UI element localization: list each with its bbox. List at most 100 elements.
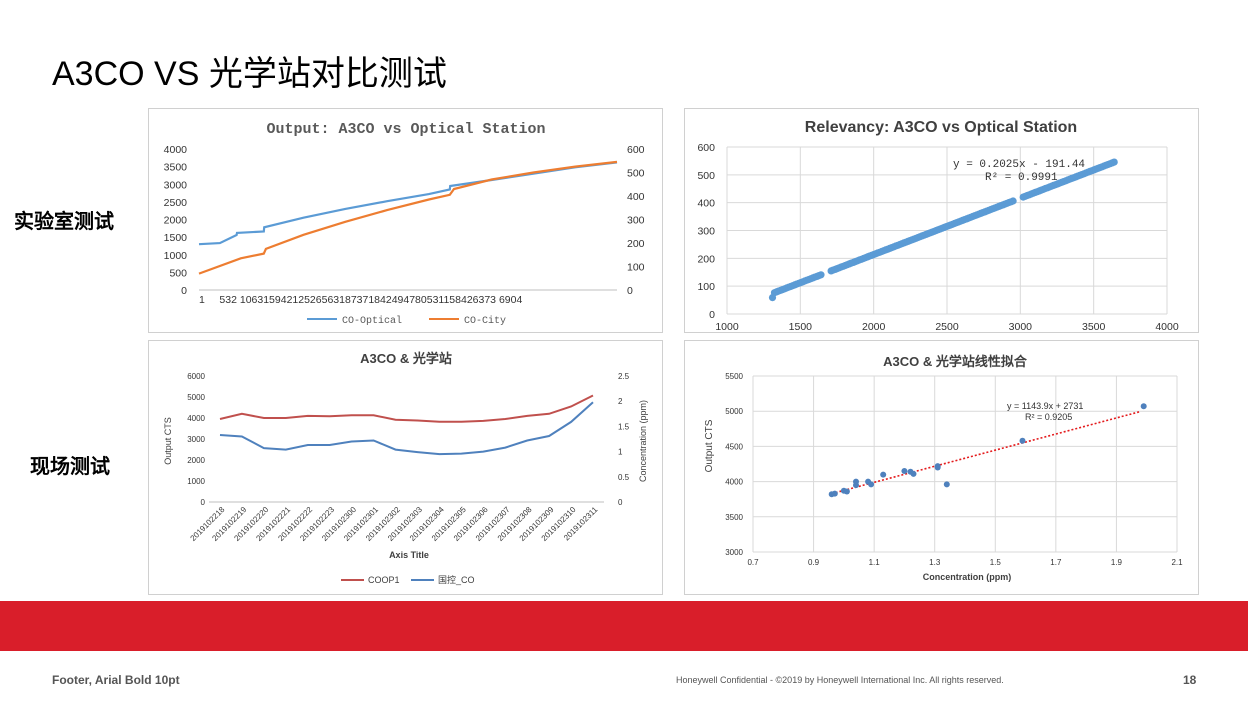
footer-accent-bar <box>0 601 1248 651</box>
legend-label-co-city: CO-City <box>464 315 506 327</box>
scatter-point <box>817 271 825 279</box>
y-left-tick-label: 0 <box>181 285 187 297</box>
y-left-tick-label: 5000 <box>187 393 205 402</box>
y-right-tick-label: 400 <box>627 191 645 203</box>
footer-left-text: Footer, Arial Bold 10pt <box>52 673 180 687</box>
y-left-tick-label: 3000 <box>164 179 188 191</box>
x-tick-label: 2500 <box>935 321 959 332</box>
chart-title: Relevancy: A3CO vs Optical Station <box>805 119 1077 136</box>
x-tick-label: 1.9 <box>1111 558 1123 567</box>
y-tick-label: 5500 <box>725 372 743 381</box>
y-left-tick-label: 3000 <box>187 435 205 444</box>
x-tick-label: 1.1 <box>869 558 881 567</box>
y-left-tick-label: 3500 <box>164 162 188 174</box>
scatter-point <box>901 468 908 474</box>
chart-title: A3CO & 光学站 <box>360 351 452 366</box>
label-lab-test: 实验室测试 <box>14 211 114 233</box>
slide-title: A3CO VS 光学站对比测试 <box>52 55 447 93</box>
scatter-point <box>1110 158 1118 166</box>
y-left-tick-label: 6000 <box>187 372 205 381</box>
x-tick-label: 1500 <box>789 321 813 332</box>
scatter-point <box>943 481 950 488</box>
y-right-tick-label: 600 <box>627 144 645 156</box>
chart-relevancy-panel: Relevancy: A3CO vs Optical Station 600 50… <box>684 108 1199 333</box>
y-tick-label: 500 <box>697 170 715 182</box>
y-left-tick-label: 1000 <box>187 477 205 486</box>
x-tick-label: 1.3 <box>929 558 941 567</box>
scatter-point <box>1140 403 1147 410</box>
series-line <box>219 394 594 423</box>
chart-field-fit-panel: A3CO & 光学站线性拟合 5500 5000 4500 4000 3500 3000 0… <box>684 340 1199 595</box>
x-axis-title: Axis Title <box>389 550 429 560</box>
y-left-tick-label: 2500 <box>164 197 188 209</box>
scatter-point <box>910 470 917 477</box>
y-tick-label: 600 <box>697 142 715 154</box>
scatter-point <box>868 481 875 488</box>
page-number: 18 <box>1183 673 1197 687</box>
series-line-co-optical <box>198 161 618 246</box>
legend-label-coop1: COOP1 <box>368 575 400 585</box>
y-left-tick-label: 500 <box>169 267 187 279</box>
y-tick-label: 100 <box>697 281 715 293</box>
label-field-test: 现场测试 <box>30 456 110 478</box>
x-tick-label: 0.9 <box>808 558 820 567</box>
scatter-point <box>843 488 850 495</box>
series-line-co-city <box>198 160 618 275</box>
legend: COOP1 国控_CO <box>341 574 475 585</box>
y-left-tick-label: 1500 <box>164 232 188 244</box>
y-right-tick-label: 0 <box>627 285 633 297</box>
y-tick-label: 3000 <box>725 548 743 557</box>
y-axis-title-right: Concentration (ppm) <box>638 400 648 482</box>
series-line <box>219 401 594 456</box>
chart-field-line: A3CO & 光学站 6000 5000 4000 3000 2000 1000 0 2.5 2… <box>163 351 648 585</box>
scatter-point <box>1019 437 1026 444</box>
y-tick-label: 5000 <box>725 407 743 416</box>
y-right-tick-label: 100 <box>627 262 645 274</box>
chart-output: Output: A3CO vs Optical Station 40003500… <box>164 121 645 327</box>
y-left-tick-label: 0 <box>201 498 206 507</box>
equation-label: y = 1143.9x + 2731 <box>1007 401 1083 411</box>
y-tick-label: 4500 <box>725 442 743 451</box>
scatter-point <box>853 478 859 485</box>
y-left-tick-label: 1000 <box>164 250 188 262</box>
legend-label-co-optical: CO-Optical <box>342 315 402 327</box>
y-right-tick-label: 300 <box>627 215 645 227</box>
y-right-tick-label: 0 <box>618 498 623 507</box>
x-tick-label: 1.5 <box>990 558 1002 567</box>
chart-title: Output: A3CO vs Optical Station <box>266 121 545 138</box>
y-tick-label: 400 <box>697 198 715 210</box>
y-left-tick-label: 4000 <box>164 144 188 156</box>
x-tick-label: 0.7 <box>747 558 759 567</box>
chart-field-fit: A3CO & 光学站线性拟合 5500 5000 4500 4000 3500 3000 0… <box>704 354 1183 582</box>
y-tick-label: 3500 <box>725 513 743 522</box>
x-tick-label: 2.1 <box>1171 558 1183 567</box>
x-tick-labels: 1 532 1063159421252656318737184249478053… <box>199 294 522 306</box>
y-right-tick-label: 1.5 <box>618 422 630 431</box>
equation-label: y = 0.2025x - 191.44 <box>953 159 1085 171</box>
y-tick-label: 0 <box>709 309 715 321</box>
scatter-point <box>880 471 887 478</box>
y-left-tick-label: 4000 <box>187 414 205 423</box>
y-tick-label: 300 <box>697 226 715 238</box>
scatter-point <box>1009 197 1017 205</box>
y-tick-label: 4000 <box>725 478 743 487</box>
y-axis-title-left: Output CTS <box>163 417 173 465</box>
x-tick-label: 1.7 <box>1050 558 1062 567</box>
x-tick-label: 1000 <box>715 321 739 332</box>
scatter-point <box>831 490 838 497</box>
y-tick-label: 200 <box>697 253 715 265</box>
y-left-tick-label: 2000 <box>187 456 205 465</box>
chart-relevancy: Relevancy: A3CO vs Optical Station 600 50… <box>697 119 1178 332</box>
chart-title: A3CO & 光学站线性拟合 <box>883 354 1028 369</box>
trendline <box>831 410 1141 495</box>
y-axis-title: Output CTS <box>704 419 715 472</box>
r-squared-label: R² = 0.9205 <box>1025 412 1072 422</box>
chart-output-panel: Output: A3CO vs Optical Station 4000 3500… <box>148 108 663 333</box>
x-tick-label: 2000 <box>862 321 886 332</box>
y-right-tick-label: 500 <box>627 168 645 180</box>
scatter-point <box>934 463 941 470</box>
y-right-tick-label: 200 <box>627 238 645 250</box>
y-left-tick-label: 2000 <box>164 215 188 227</box>
y-right-tick-label: 2 <box>618 397 623 406</box>
footer-confidential-text: Honeywell Confidential - ©2019 by Honeyw… <box>676 675 1004 685</box>
